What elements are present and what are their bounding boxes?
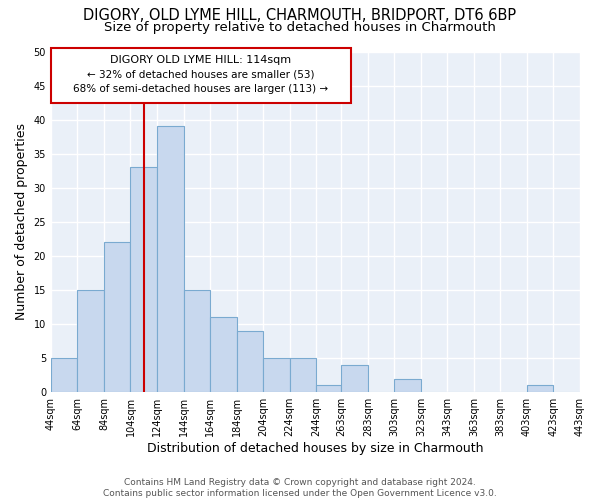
Text: Size of property relative to detached houses in Charmouth: Size of property relative to detached ho… [104, 21, 496, 34]
Bar [527, 386, 553, 392]
Bar [77, 290, 104, 392]
Bar [316, 386, 341, 392]
Bar [290, 358, 316, 392]
Bar [341, 365, 368, 392]
Bar [210, 318, 236, 392]
Text: Contains HM Land Registry data © Crown copyright and database right 2024.
Contai: Contains HM Land Registry data © Crown c… [103, 478, 497, 498]
Bar [263, 358, 290, 392]
Bar [130, 168, 157, 392]
Bar [104, 242, 130, 392]
FancyBboxPatch shape [51, 48, 350, 102]
Bar [51, 358, 77, 392]
Bar [184, 290, 210, 392]
Y-axis label: Number of detached properties: Number of detached properties [15, 124, 28, 320]
Bar [394, 378, 421, 392]
Bar [236, 331, 263, 392]
X-axis label: Distribution of detached houses by size in Charmouth: Distribution of detached houses by size … [147, 442, 484, 455]
Text: 68% of semi-detached houses are larger (113) →: 68% of semi-detached houses are larger (… [73, 84, 328, 94]
Text: ← 32% of detached houses are smaller (53): ← 32% of detached houses are smaller (53… [87, 70, 314, 80]
Bar [157, 126, 184, 392]
Text: DIGORY OLD LYME HILL: 114sqm: DIGORY OLD LYME HILL: 114sqm [110, 55, 292, 65]
Text: DIGORY, OLD LYME HILL, CHARMOUTH, BRIDPORT, DT6 6BP: DIGORY, OLD LYME HILL, CHARMOUTH, BRIDPO… [83, 8, 517, 22]
